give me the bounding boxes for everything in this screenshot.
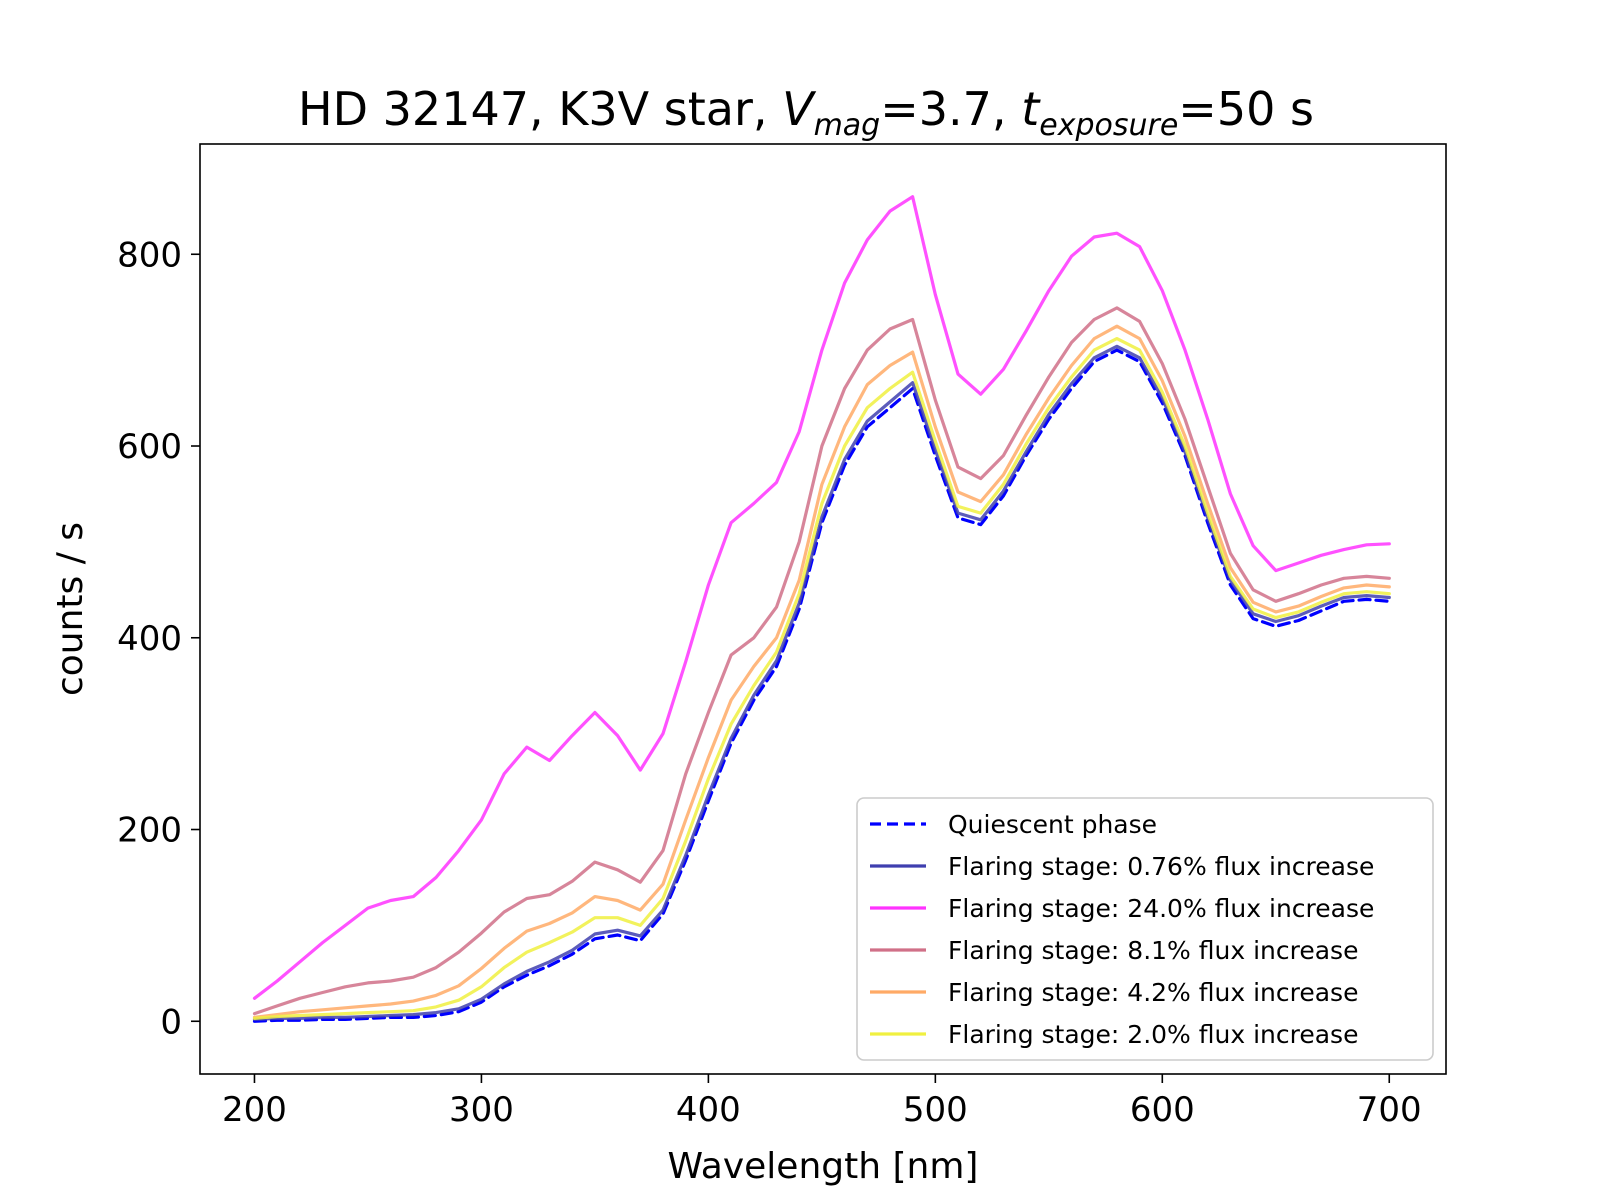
- x-tick-label: 700: [1357, 1090, 1422, 1130]
- y-tick-label: 400: [117, 619, 182, 659]
- series-line-0: [252, 348, 1391, 1023]
- y-axis-ticks: 0 200 400 600 800: [117, 235, 200, 1042]
- series-line-2: [252, 195, 1391, 1000]
- x-axis-ticks: 200 300 400 500 600 700: [222, 1074, 1422, 1130]
- legend-entries: Quiescent phase Flaring stage: 0.76% flux…: [870, 810, 1374, 1049]
- x-tick-label: 400: [676, 1090, 741, 1130]
- y-tick-label: 800: [117, 235, 182, 275]
- legend-label-1: Flaring stage: 0.76% flux increase: [948, 852, 1374, 881]
- series-line-3: [252, 306, 1391, 1016]
- x-tick-label: 500: [903, 1090, 968, 1130]
- x-axis-label: Wavelength [nm]: [668, 1146, 979, 1187]
- legend-box: [856, 797, 1434, 1061]
- legend-label-4: Flaring stage: 4.2% flux increase: [948, 978, 1358, 1007]
- y-axis-label: counts / s: [50, 522, 91, 696]
- legend-label-3: Flaring stage: 8.1% flux increase: [948, 936, 1358, 965]
- y-tick-label: 0: [160, 1002, 182, 1042]
- plot-area: [199, 143, 1447, 1075]
- series-line-1: [252, 344, 1391, 1021]
- x-tick-label: 600: [1130, 1090, 1195, 1130]
- series-line-5: [252, 337, 1391, 1020]
- x-tick-label: 200: [222, 1090, 287, 1130]
- series-line-4: [252, 324, 1391, 1019]
- legend: Quiescent phase Flaring stage: 0.76% flux…: [856, 797, 1434, 1061]
- y-tick-label: 600: [117, 427, 182, 467]
- y-tick-label: 200: [117, 811, 182, 851]
- legend-label-0: Quiescent phase: [948, 810, 1157, 839]
- chart-title: HD 32147, K3V star, Vmag=3.7, texposure=…: [298, 82, 1314, 143]
- x-tick-label: 300: [449, 1090, 514, 1130]
- legend-label-2: Flaring stage: 24.0% flux increase: [948, 894, 1374, 923]
- legend-label-5: Flaring stage: 2.0% flux increase: [948, 1020, 1358, 1049]
- axes-frame: [199, 143, 1447, 1075]
- series-layer: [252, 195, 1391, 1023]
